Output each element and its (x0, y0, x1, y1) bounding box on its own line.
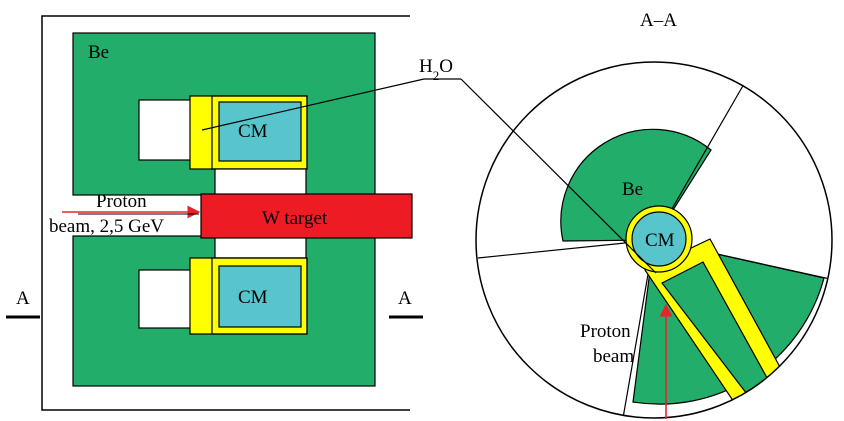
gap-upper (214, 168, 307, 196)
w-target (200, 193, 413, 239)
cold-moderator-upper (218, 101, 302, 162)
channel-lower (138, 269, 192, 329)
cm-label-lower: CM (238, 287, 268, 308)
proton-label-line1: Proton (96, 191, 147, 212)
proton-beam-label-line2: beam (593, 346, 634, 367)
w-target-label: W target (262, 208, 328, 229)
longitudinal-section: Be CM CM Proton beam, 2,5 GeV W target A… (6, 15, 423, 411)
h2o-leader-to-section-jacket (460, 78, 657, 274)
h2o-leader-to-upper-jacket (201, 78, 425, 131)
section-title: A–A (640, 10, 677, 31)
gap-lower (214, 235, 307, 259)
radial-line-left (477, 239, 655, 259)
cold-moderator-lower-frame (211, 257, 308, 335)
section-mark-right-label: A (398, 288, 412, 309)
channel-upper (138, 99, 192, 161)
be-sector-upper (560, 128, 712, 242)
proton-label-line2: beam, 2,5 GeV (49, 216, 164, 237)
be-label-section: Be (622, 179, 643, 200)
cross-section-a-a: A–A Be CM Proton beam (475, 10, 833, 419)
cold-moderator-section (631, 211, 687, 267)
h2o-callout: H2O (201, 56, 657, 274)
cold-moderator-lower (218, 265, 302, 328)
cm-label-upper: CM (238, 121, 268, 142)
cm-label-section: CM (645, 230, 675, 251)
section-mark-left-label: A (16, 288, 30, 309)
section-outer-circle (475, 61, 833, 419)
outer-shield-outline (41, 15, 410, 411)
proton-beam-label-line1: Proton (580, 321, 631, 342)
be-label-left: Be (88, 42, 109, 63)
h2o-label: H2O (419, 56, 453, 83)
